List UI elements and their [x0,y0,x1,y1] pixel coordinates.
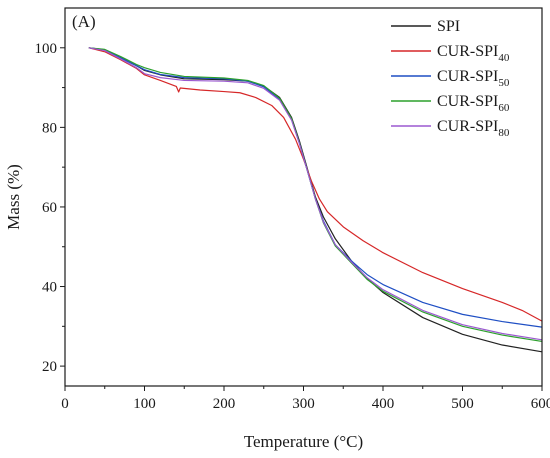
x-axis-title: Temperature (°C) [244,432,363,451]
legend-label: SPI [437,18,460,35]
legend-label: CUR-SPI50 [437,68,510,89]
plot-lines [88,47,543,353]
y-tick-label: 40 [42,280,57,296]
legend-label: CUR-SPI40 [437,43,510,64]
y-tick-label: 80 [42,120,57,136]
panel-label: (A) [72,12,96,31]
x-tick-label: 300 [292,396,315,412]
series-line-5 [88,47,543,341]
y-axis-title: Mass (%) [4,164,23,230]
y-axis-ticks: 20 40 60 80 100 [35,41,65,375]
legend-label: CUR-SPI60 [437,93,510,114]
y-tick-label: 100 [35,41,58,57]
y-tick-label: 60 [42,200,57,216]
x-tick-label: 100 [133,396,156,412]
legend: SPI CUR-SPI40 CUR-SPI50 CUR-SPI60 CUR-SPI80 [391,18,510,139]
x-tick-label: 500 [451,396,474,412]
x-tick-label: 600 [531,396,550,412]
x-tick-label: 0 [61,396,69,412]
series-line-2 [88,47,543,322]
y-tick-label: 20 [42,359,57,375]
x-tick-label: 200 [213,396,236,412]
legend-label: CUR-SPI80 [437,118,510,139]
x-axis-ticks: 0 100 200 300 400 500 600 [61,386,550,412]
x-tick-label: 400 [372,396,395,412]
